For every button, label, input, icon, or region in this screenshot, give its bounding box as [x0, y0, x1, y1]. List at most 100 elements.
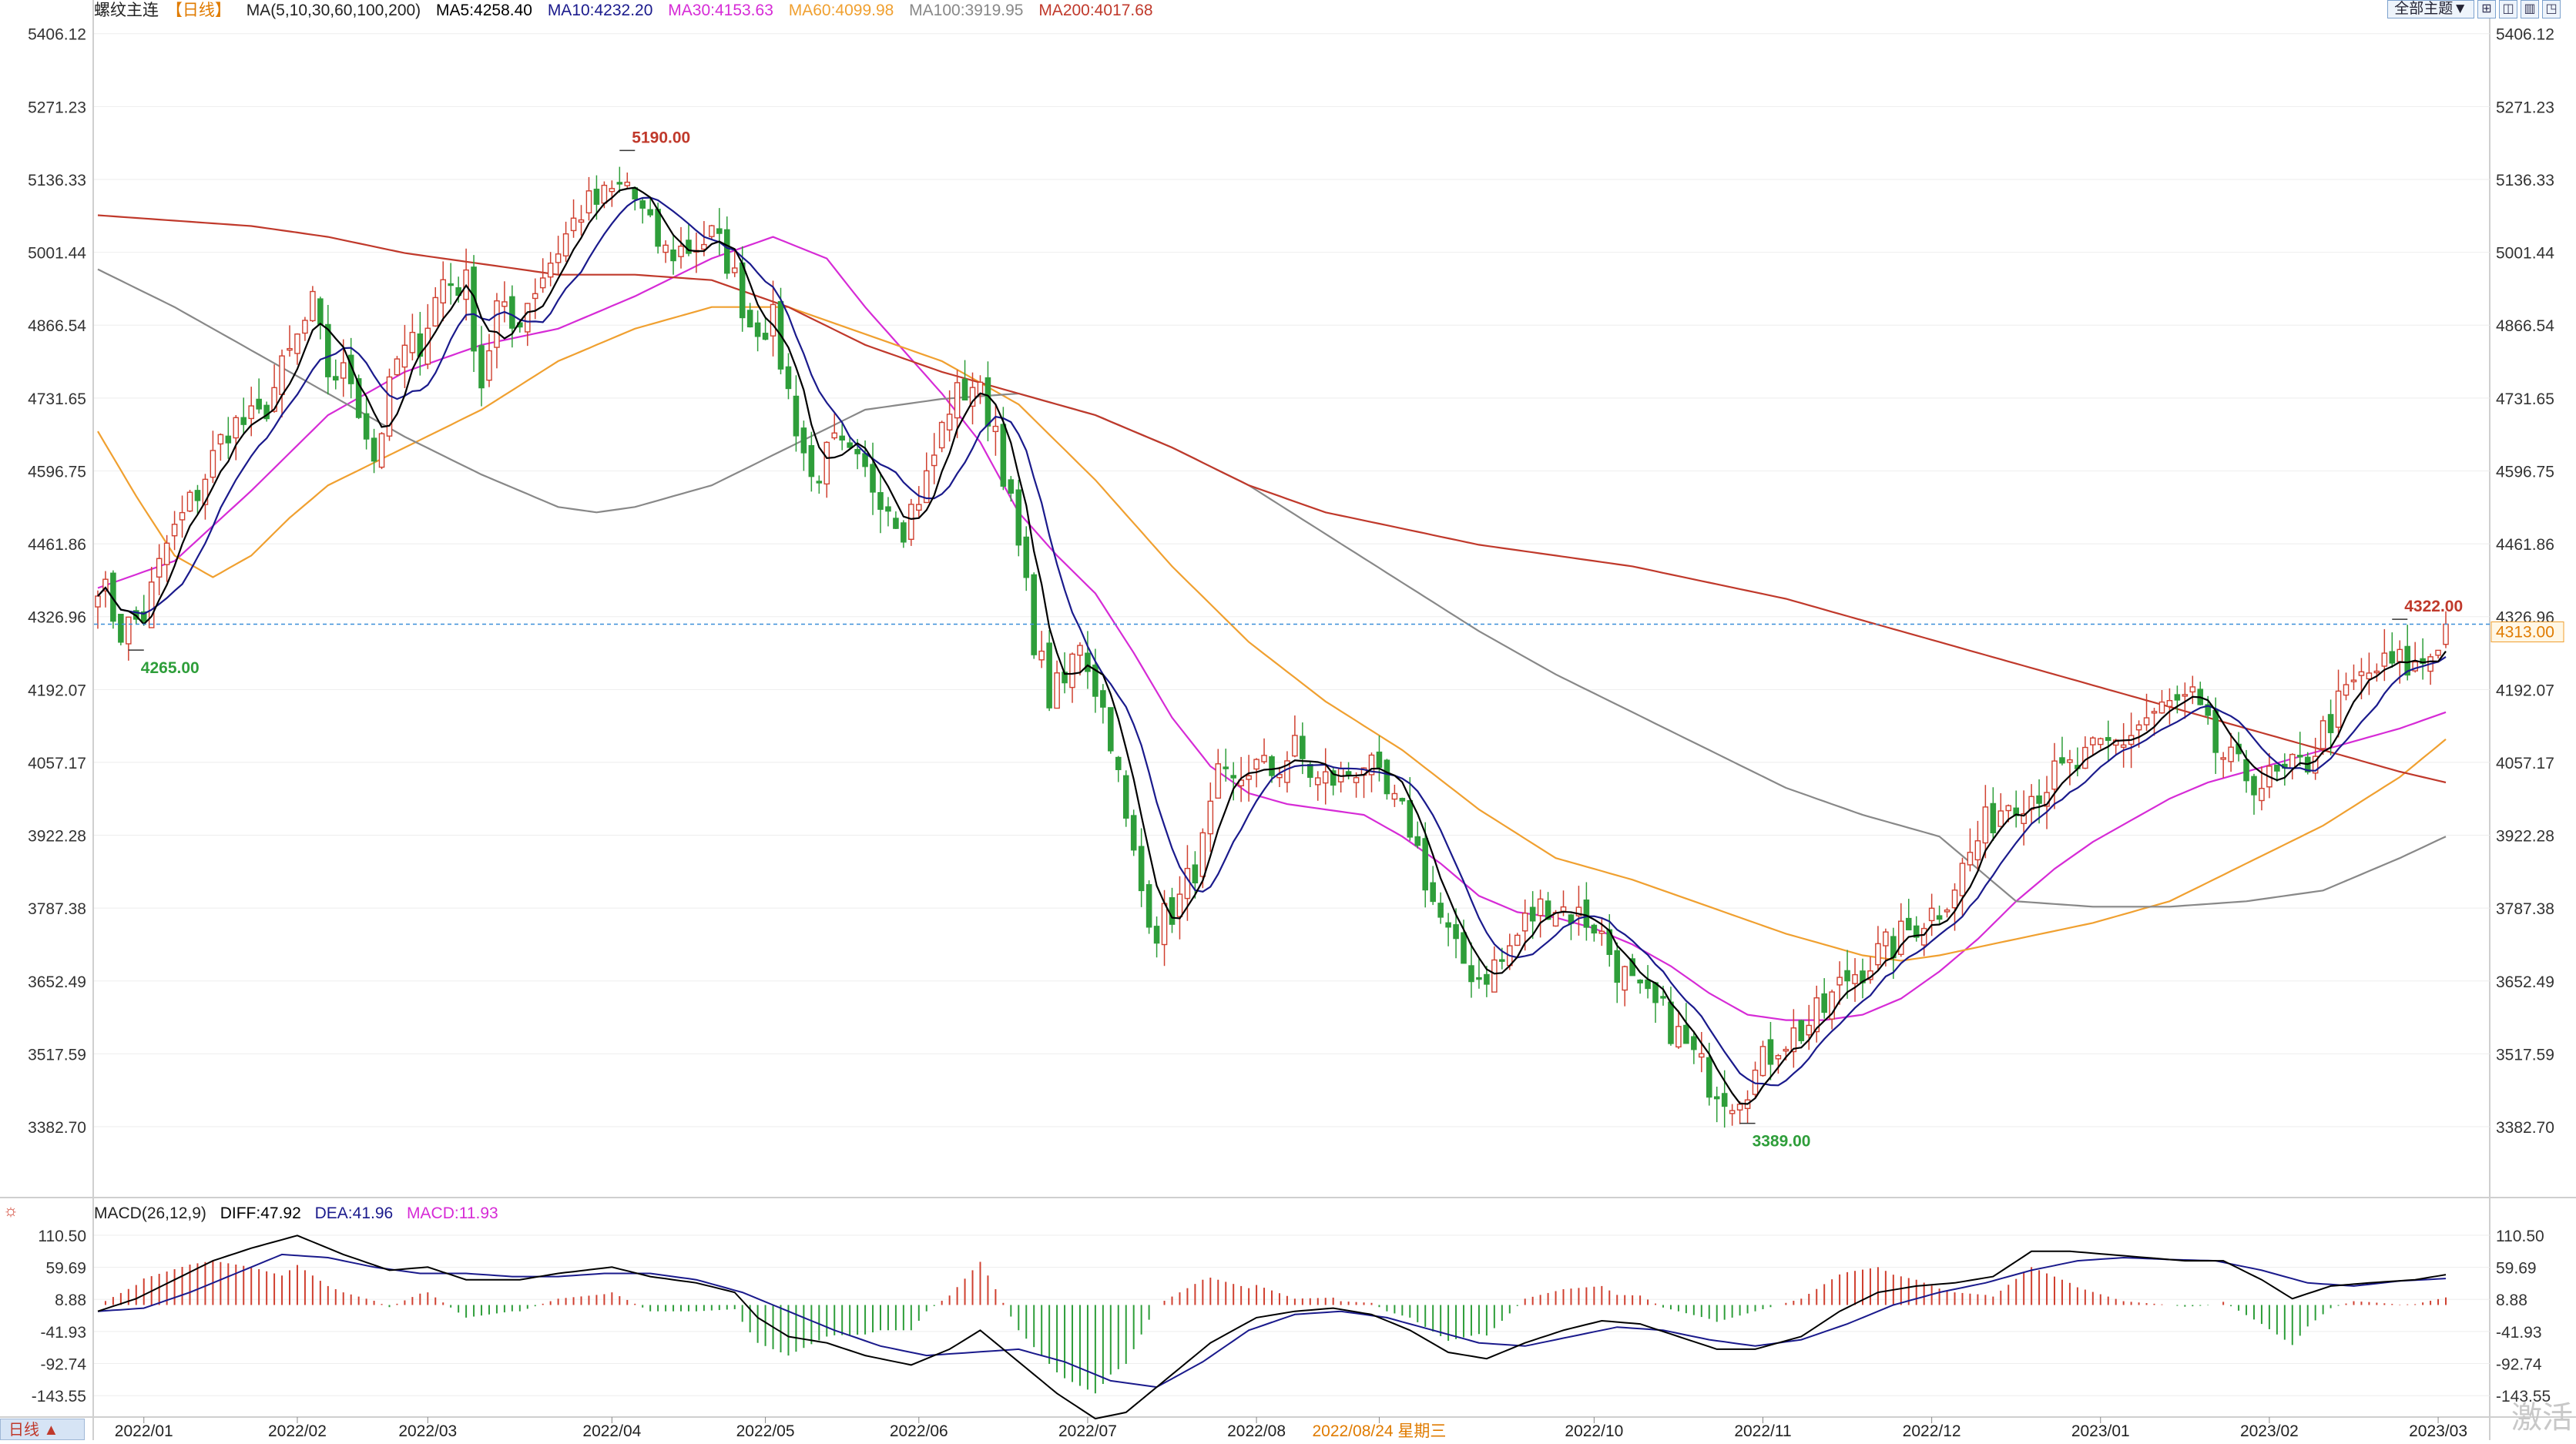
candle — [1759, 1040, 1766, 1077]
split-icon[interactable]: ◫ — [2499, 0, 2517, 18]
candle — [1169, 887, 1176, 933]
candle-body — [118, 614, 124, 643]
macd-tick-label-right: -41.93 — [2496, 1324, 2542, 1342]
candle — [961, 360, 968, 401]
candle — [1583, 882, 1590, 941]
candle — [2412, 642, 2418, 673]
candle — [494, 293, 500, 369]
candle — [171, 511, 178, 551]
candle-body — [946, 414, 953, 431]
candle — [1115, 756, 1122, 782]
candle — [1974, 820, 1981, 870]
candle-body — [1391, 792, 1398, 800]
candle-body — [1898, 920, 1904, 955]
candle-body — [762, 333, 769, 340]
candle-body — [263, 404, 270, 420]
candle — [2105, 720, 2111, 761]
candle-body — [1790, 1027, 1797, 1053]
candle — [1085, 631, 1091, 689]
candle-body — [1038, 650, 1045, 661]
candle-body — [1852, 973, 1858, 984]
candle-body — [1122, 775, 1129, 819]
candle — [785, 353, 792, 400]
x-tick-label: 2022/08/24 星期三 — [1312, 1422, 1446, 1440]
y-tick-label-left: 4461.86 — [28, 536, 86, 554]
candle — [1829, 990, 1835, 1030]
candle-body — [1675, 1026, 1682, 1048]
ma-line-ma100 — [97, 268, 2447, 908]
candle — [984, 361, 991, 442]
macd-tick-label-right: 8.88 — [2496, 1292, 2527, 1309]
candle — [1292, 715, 1298, 758]
candle — [1860, 958, 1866, 999]
macd-histogram — [104, 1261, 2447, 1394]
y-tick-label-right: 4192.07 — [2496, 682, 2554, 699]
candle-body — [102, 578, 109, 591]
candle — [877, 472, 884, 534]
candle — [1368, 752, 1375, 792]
candle-body — [1652, 982, 1659, 1003]
candle — [1322, 748, 1329, 805]
candle-body — [908, 504, 914, 540]
candle-body — [2013, 807, 2019, 816]
candle — [923, 452, 930, 504]
candle-body — [2243, 759, 2249, 782]
candle — [378, 432, 385, 470]
candle — [1729, 1104, 1736, 1126]
candle-body — [1138, 846, 1145, 892]
settings-gear-icon[interactable]: ☼ — [2, 1201, 19, 1220]
candle-body — [1054, 672, 1060, 709]
candle — [95, 590, 101, 629]
candle — [1967, 828, 1974, 872]
candle-body — [1729, 1110, 1736, 1114]
candle-body — [1545, 900, 1551, 920]
candle-body — [1783, 1048, 1789, 1052]
symbol-name: 螺纹主连 — [94, 2, 159, 19]
candle-body — [2067, 759, 2073, 763]
candle-body — [954, 382, 961, 419]
candle-body — [2220, 757, 2226, 760]
y-tick-label-right: 4731.65 — [2496, 390, 2554, 408]
candle — [2036, 779, 2042, 824]
expand-icon[interactable]: ◳ — [2542, 0, 2561, 18]
theme-dropdown[interactable]: 全部主题▼ — [2387, 0, 2474, 18]
candle-body — [570, 217, 577, 232]
candle — [1568, 913, 1575, 940]
y-axis-labels: 5406.12 5406.12 5271.23 5271.23 5136.33 5136.… — [28, 26, 2554, 1405]
x-tick-label: 2022/03 — [398, 1422, 457, 1440]
candle-body — [248, 405, 254, 420]
candle — [1023, 526, 1030, 591]
candle-body — [194, 490, 201, 501]
candle — [1445, 913, 1451, 946]
candle-body — [1192, 864, 1199, 883]
candle-body — [2051, 760, 2058, 790]
period-button[interactable]: 日线 ▲ — [0, 1419, 85, 1440]
grid-icon[interactable]: ⊞ — [2477, 0, 2496, 18]
ma-line-ma200 — [97, 214, 2447, 784]
candle — [401, 324, 408, 389]
candle-body — [716, 228, 723, 234]
candle-body — [1161, 903, 1168, 946]
candle-body — [1683, 1024, 1689, 1044]
candle-body — [931, 454, 937, 467]
x-tick-label: 2022/04 — [582, 1422, 641, 1440]
candle-body — [1092, 664, 1098, 697]
candle-body — [2350, 679, 2357, 682]
macd-tick-label-left: 8.88 — [55, 1292, 86, 1309]
candle-body — [340, 362, 347, 379]
candle-body — [294, 333, 300, 354]
candle-body — [1353, 777, 1360, 783]
compare-icon[interactable]: ▥ — [2521, 0, 2539, 18]
y-tick-label-left: 4326.96 — [28, 609, 86, 627]
candle — [1046, 630, 1052, 712]
main-header: 螺纹主连 【日线】 MA(5,10,30,60,100,200) MA5:425… — [94, 0, 1164, 22]
candle-body — [1145, 884, 1152, 928]
candle-body — [2151, 711, 2158, 714]
candle-body — [885, 506, 891, 512]
candle — [256, 378, 262, 414]
candle-body — [1668, 1001, 1674, 1044]
candle-body — [271, 387, 277, 412]
candle-body — [363, 413, 370, 440]
